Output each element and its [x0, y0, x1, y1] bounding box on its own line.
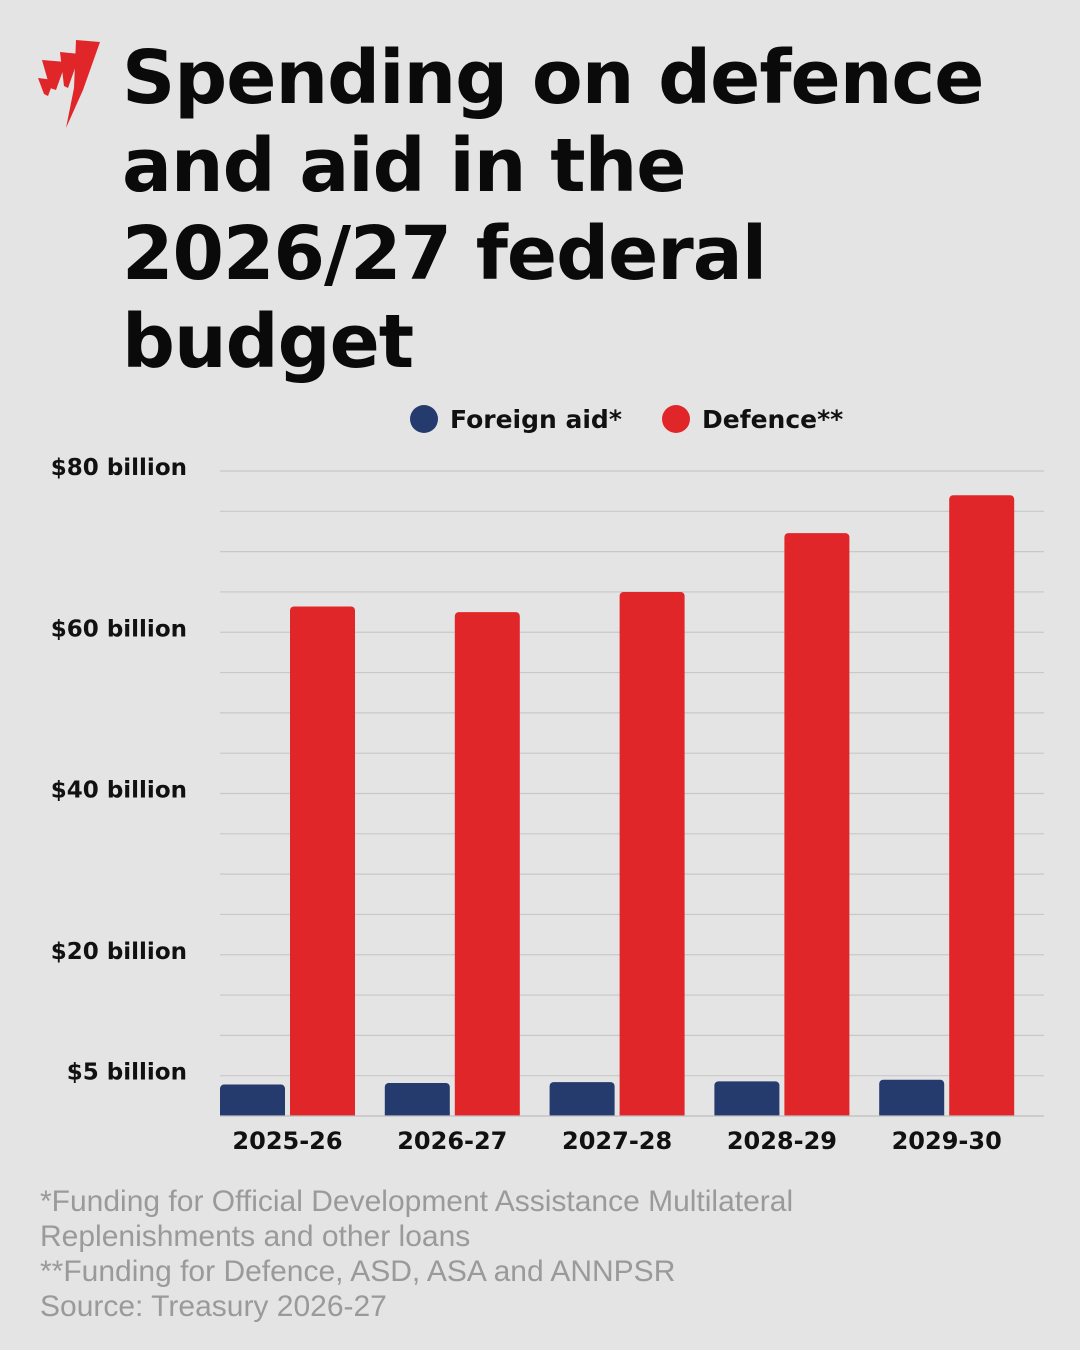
legend-swatch-foreign-aid — [410, 405, 438, 433]
bar-base — [220, 1112, 285, 1116]
bar-base — [714, 1112, 780, 1116]
x-tick-label: 2028-29 — [727, 1127, 837, 1155]
footnote-line: **Funding for Defence, ASD, ASA and ANNP… — [40, 1255, 676, 1288]
bar-chart: $5 billion $20 billion $40 billion $60 bill… — [51, 405, 1044, 1155]
x-tick-label: 2027-28 — [562, 1127, 672, 1155]
bar-base — [454, 1112, 520, 1116]
x-tick-label: 2029-30 — [892, 1127, 1002, 1155]
y-axis-labels: $5 billion $20 billion $40 billion $60 bill… — [51, 455, 187, 1086]
footnote-line: *Funding for Official Development Assist… — [40, 1185, 794, 1218]
bar-defence — [784, 533, 850, 1116]
bar-defence — [949, 495, 1015, 1116]
bar-base — [949, 1112, 1015, 1116]
legend-label: Defence** — [702, 405, 843, 434]
bar-foreign-aid — [384, 1082, 450, 1116]
y-tick-label: $80 billion — [51, 455, 187, 481]
legend-swatch-defence — [662, 405, 690, 433]
source-line: Source: Treasury 2026-27 — [40, 1290, 387, 1323]
bar-base — [290, 1112, 355, 1116]
y-tick-label: $40 billion — [51, 778, 187, 804]
bar-foreign-aid — [714, 1081, 780, 1116]
bar-base — [549, 1112, 615, 1116]
bar-base — [619, 1112, 685, 1116]
y-tick-label: $60 billion — [51, 616, 187, 642]
bar-base — [879, 1112, 945, 1116]
bar-foreign-aid — [549, 1082, 615, 1116]
x-axis-labels: 2025-26 2026-27 2027-28 2028-29 2029-30 — [232, 1127, 1001, 1155]
bars — [220, 495, 1044, 1117]
x-tick-label: 2025-26 — [232, 1127, 342, 1155]
legend-label: Foreign aid* — [450, 405, 622, 434]
bar-foreign-aid — [879, 1079, 945, 1116]
bar-foreign-aid — [220, 1084, 285, 1116]
footnote-line: Replenishments and other loans — [40, 1220, 471, 1253]
page-title: Spending on defence and aid in the 2026/… — [122, 35, 984, 385]
y-tick-label: $20 billion — [51, 939, 187, 965]
bar-defence — [290, 606, 355, 1116]
x-tick-label: 2026-27 — [397, 1127, 507, 1155]
bar-base — [784, 1112, 850, 1116]
legend: Foreign aid* Defence** — [410, 405, 843, 434]
bar-defence — [454, 612, 520, 1116]
bar-defence — [619, 591, 685, 1116]
bar-base — [384, 1112, 450, 1116]
footnotes: *Funding for Official Development Assist… — [40, 1184, 1040, 1324]
y-tick-label: $5 billion — [67, 1060, 187, 1086]
sbs-logo-icon — [38, 40, 100, 128]
